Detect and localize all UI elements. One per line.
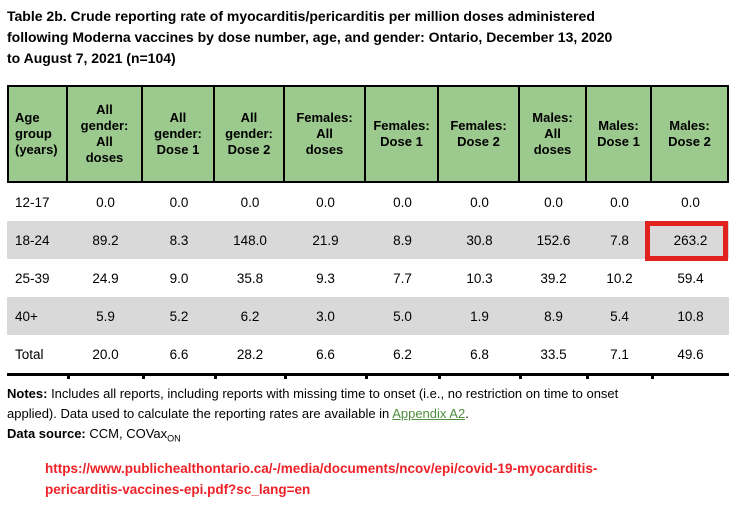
notes-text: Includes all reports, including reports … [7,386,619,421]
table-cell: 0.0 [681,194,700,210]
table-cell: 6.6 [316,346,335,362]
row-label: 25-39 [15,270,50,286]
table-cell: 0.0 [610,194,629,210]
table-row: 18-24 89.2 8.3 148.0 21.9 8.9 30.8 152.6 7.8 263.… [7,221,729,259]
table-cell: 9.3 [316,270,335,286]
column-divider-tick [438,376,441,379]
row-label: 40+ [15,308,38,324]
table-title: Table 2b. Crude reporting rate of myocar… [7,8,613,66]
table-cell: 0.0 [96,194,115,210]
column-divider-tick [214,376,217,379]
table-cell: 6.6 [169,346,189,362]
data-source-subscript: ON [167,433,181,444]
header-cell: Females: Dose 2 [439,87,520,181]
table-cell: 10.3 [466,270,493,286]
table-cell: 152.6 [536,232,571,248]
table-row: 12-17 0.0 0.0 0.0 0.0 0.0 0.0 0.0 0.0 0.0 [7,183,729,221]
column-divider-tick [651,376,654,379]
table-cell: 0.0 [393,194,412,210]
table-cell: 5.9 [96,308,115,324]
table-cell: 5.0 [393,308,412,324]
column-divider-tick [365,376,368,379]
column-divider-tick [519,376,522,379]
table-cell: 49.6 [677,346,704,362]
header-cell: All gender: All doses [68,87,143,181]
table-cell: 30.8 [466,232,493,248]
table-cell: 263.2 [673,232,708,248]
header-cell: Males: Dose 2 [668,118,711,149]
header-cell-age-group: Age group (years) [9,87,68,181]
header-cell: Females: Dose 1 [366,87,439,181]
table-cell: 8.3 [169,232,189,248]
header-cell: Males: All doses [520,87,587,181]
notes: Notes: Includes all reports, including r… [7,384,725,424]
table-cell: 0.0 [470,194,489,210]
table-cell: 89.2 [92,232,119,248]
notes-period: . [465,406,469,421]
table-cell: 59.4 [677,270,704,286]
table-cell: 7.8 [610,232,629,248]
data-source-text: CCM, COVax [85,426,168,441]
table-row: Total 20.0 6.6 28.2 6.6 6.2 6.8 33.5 7.1 49.6 [7,335,729,373]
table-cell: 5.2 [169,308,189,324]
table-cell: 7.7 [393,270,412,286]
appendix-a2-link[interactable]: Appendix A2 [392,406,466,421]
table-cell: 10.2 [606,270,633,286]
table-cell: 0.0 [316,194,335,210]
table-cell: 20.0 [92,346,119,362]
column-divider-tick [142,376,145,379]
table-cell: 28.2 [236,346,264,362]
table-cell: 7.1 [610,346,629,362]
source-url-link[interactable]: https://www.publichealthontario.ca/-/med… [45,461,598,497]
data-source-label: Data source: [7,426,86,441]
column-divider-tick [67,376,70,379]
header-cell: All gender: Dose 2 [215,87,285,181]
reporting-rate-table: Age group (years) All gender: All doses Al… [7,85,729,379]
table-cell: 33.5 [540,346,567,362]
table-cell: 0.0 [544,194,563,210]
row-label: 12-17 [15,194,50,210]
table-cell: 9.0 [169,270,189,286]
table-cell: 6.2 [240,308,260,324]
table-cell: 39.2 [540,270,567,286]
table-cell: 10.8 [677,308,704,324]
header-cell: Females: All doses [285,87,366,181]
table-cell: 21.9 [312,232,339,248]
table-cell: 6.8 [470,346,489,362]
table-cell: 24.9 [92,270,119,286]
table-header-row: Age group (years) All gender: All doses Al… [7,85,729,183]
table-cell: 148.0 [233,232,267,248]
table-cell: 1.9 [470,308,489,324]
data-source-line: Data source: CCM, COVaxON [7,424,181,444]
table-body: 12-17 0.0 0.0 0.0 0.0 0.0 0.0 0.0 0.0 0.0 18-24 89.… [7,183,729,376]
table-cell: 0.0 [240,194,260,210]
row-label: 18-24 [15,232,50,248]
header-cell: Males: Dose 1 [587,87,652,181]
header-cell: All gender: Dose 1 [143,87,215,181]
table-row: 40+ 5.9 5.2 6.2 3.0 5.0 1.9 8.9 5.4 10.8 [7,297,729,335]
table-cell: 35.8 [236,270,264,286]
table-cell: 6.2 [393,346,412,362]
column-divider-tick [586,376,589,379]
table-row: 25-39 24.9 9.0 35.8 9.3 7.7 10.3 39.2 10.2 59.4 [7,259,729,297]
table-cell: 0.0 [169,194,189,210]
table-cell: 5.4 [610,308,629,324]
table-cell: 8.9 [544,308,563,324]
table-cell: 8.9 [393,232,412,248]
table-cell: 3.0 [316,308,335,324]
notes-label: Notes: [7,386,48,401]
column-divider-tick [284,376,287,379]
row-label: Total [15,346,44,362]
